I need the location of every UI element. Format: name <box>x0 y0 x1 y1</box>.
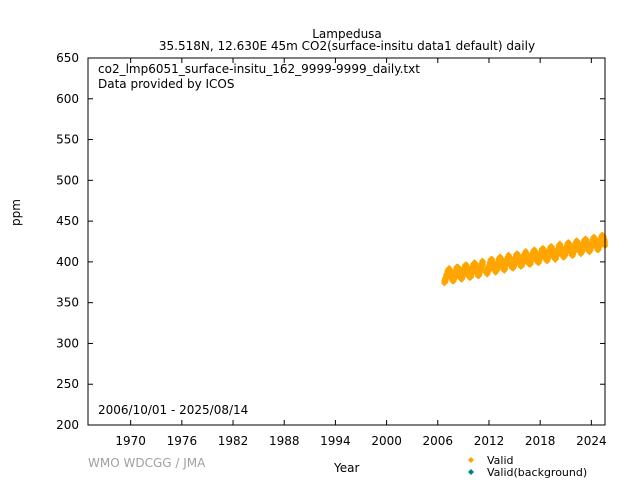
x-tick-label: 2024 <box>576 434 607 448</box>
y-tick-label: 650 <box>56 51 79 65</box>
legend <box>468 457 474 475</box>
chart-subtitle: 35.518N, 12.630E 45m CO2(surface-insitu … <box>158 39 536 53</box>
legend-background-marker <box>468 469 474 475</box>
x-tick-label: 1994 <box>320 434 351 448</box>
y-tick-label: 550 <box>56 133 79 147</box>
data-points-layer <box>441 231 609 287</box>
data-point <box>480 261 487 268</box>
plot-frame <box>87 57 606 426</box>
x-tick-label: 2018 <box>525 434 556 448</box>
x-tick-label: 2000 <box>371 434 402 448</box>
file-annotation: co2_lmp6051_surface-insitu_162_9999-9999… <box>98 62 420 76</box>
y-tick-label: 500 <box>56 173 79 187</box>
x-tick-label: 1970 <box>115 434 146 448</box>
x-axis-label: Year <box>334 461 360 475</box>
x-tick-label: 1988 <box>269 434 300 448</box>
y-tick-label: 350 <box>56 296 79 310</box>
y-tick-label: 200 <box>56 418 79 432</box>
y-tick-label: 250 <box>56 377 79 391</box>
legend-valid-label: Valid <box>487 454 514 467</box>
x-tick-label: 1976 <box>167 434 198 448</box>
x-tick-label: 2006 <box>423 434 454 448</box>
legend-valid-marker <box>468 457 474 463</box>
credit-text: WMO WDCGG / JMA <box>88 456 206 470</box>
y-tick-label: 600 <box>56 92 79 106</box>
axis-ticks: 200 250 300 350 400 450 500 550 600 650 1970 1976 19… <box>56 51 607 448</box>
y-tick-label: 400 <box>56 255 79 269</box>
chart-title: Lampedusa <box>312 27 382 41</box>
y-tick-label: 300 <box>56 336 79 350</box>
legend-background-label: Valid(background) <box>487 466 588 479</box>
period-annotation: 2006/10/01 - 2025/08/14 <box>98 403 248 417</box>
x-tick-label: 2012 <box>474 434 505 448</box>
provider-annotation: Data provided by ICOS <box>98 77 234 91</box>
x-tick-label: 1982 <box>218 434 249 448</box>
y-tick-label: 450 <box>56 214 79 228</box>
